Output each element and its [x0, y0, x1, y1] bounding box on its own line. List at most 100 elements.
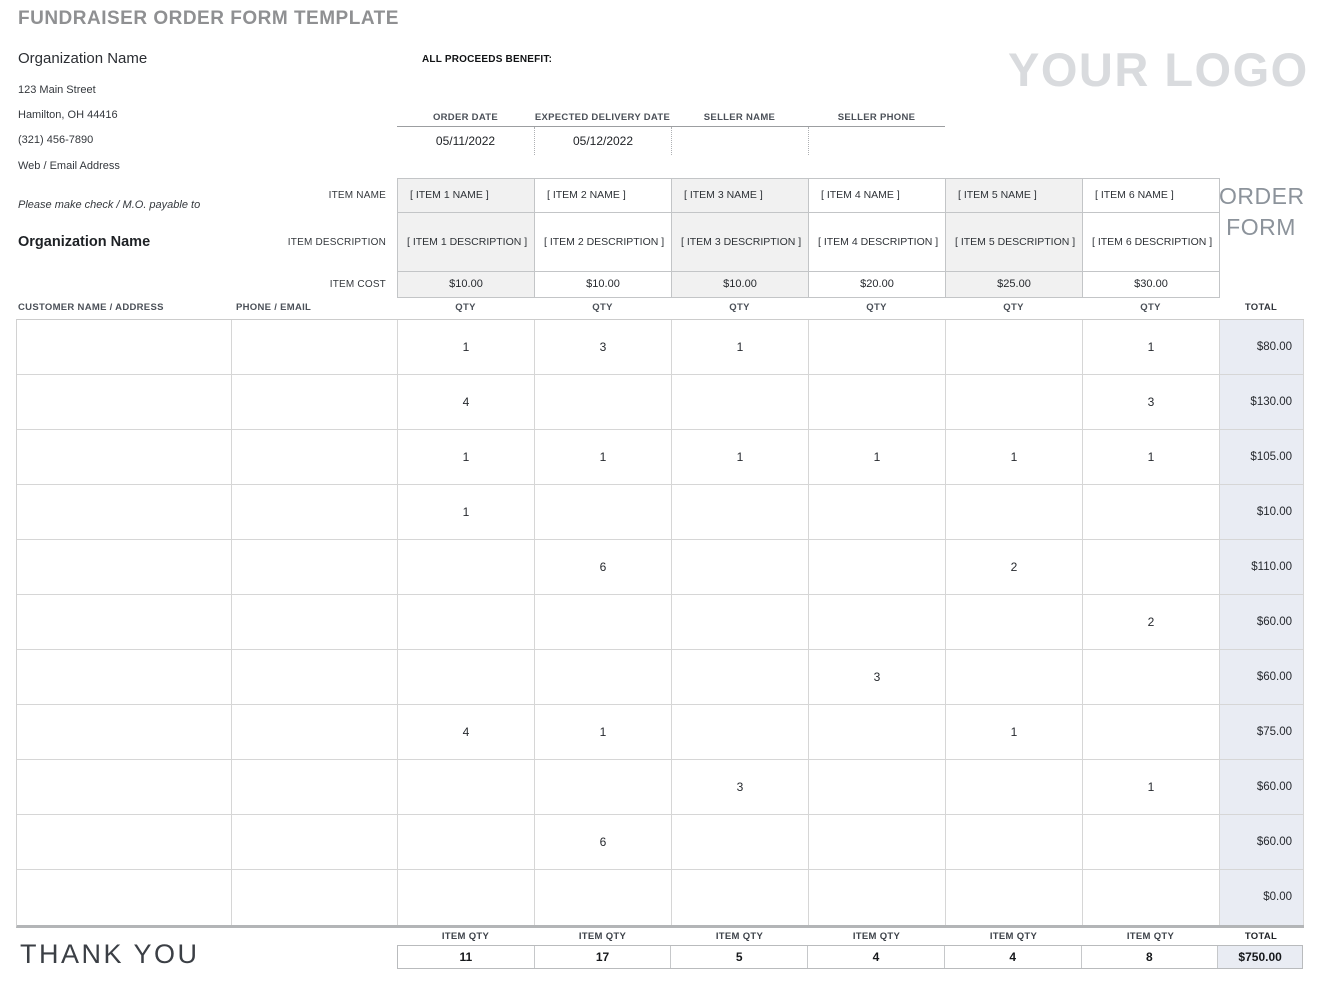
order-info-value-1[interactable]: 05/11/2022	[435, 134, 496, 148]
item-3-name-cell[interactable]: [ ITEM 3 NAME ]	[672, 179, 809, 213]
qty-cell-item-6[interactable]: 1	[1083, 760, 1220, 815]
order-info-value-4[interactable]	[808, 127, 945, 155]
phone-cell[interactable]	[232, 705, 398, 760]
qty-cell-item-1[interactable]	[398, 760, 535, 815]
customer-cell[interactable]	[17, 375, 232, 430]
item-3-description-cell[interactable]: [ ITEM 3 DESCRIPTION ]	[672, 213, 809, 272]
qty-cell-item-4[interactable]	[809, 870, 946, 925]
qty-cell-item-3[interactable]: 1	[672, 430, 809, 485]
qty-cell-item-1[interactable]	[398, 815, 535, 870]
phone-cell[interactable]	[232, 430, 398, 485]
qty-cell-item-2[interactable]	[535, 375, 672, 430]
qty-cell-item-2[interactable]	[535, 870, 672, 925]
organization-city[interactable]: Hamilton, OH 44416	[18, 109, 118, 121]
customer-cell[interactable]	[17, 320, 232, 375]
qty-cell-item-6[interactable]	[1083, 650, 1220, 705]
qty-cell-item-2[interactable]: 6	[535, 815, 672, 870]
customer-cell[interactable]	[17, 705, 232, 760]
item-5-cost-cell[interactable]: $25.00	[946, 272, 1083, 298]
qty-cell-item-5[interactable]	[946, 375, 1083, 430]
item-6-cost-cell[interactable]: $30.00	[1083, 272, 1220, 298]
qty-cell-item-5[interactable]: 1	[946, 430, 1083, 485]
item-1-cost-cell[interactable]: $10.00	[398, 272, 535, 298]
qty-cell-item-1[interactable]: 1	[398, 430, 535, 485]
phone-cell[interactable]	[232, 375, 398, 430]
qty-cell-item-5[interactable]	[946, 485, 1083, 540]
qty-cell-item-1[interactable]: 1	[398, 320, 535, 375]
customer-cell[interactable]	[17, 540, 232, 595]
qty-cell-item-2[interactable]: 6	[535, 540, 672, 595]
phone-cell[interactable]	[232, 815, 398, 870]
item-4-description-cell[interactable]: [ ITEM 4 DESCRIPTION ]	[809, 213, 946, 272]
phone-cell[interactable]	[232, 595, 398, 650]
order-info-value-3[interactable]	[671, 127, 808, 155]
phone-cell[interactable]	[232, 650, 398, 705]
item-4-cost-cell[interactable]: $20.00	[809, 272, 946, 298]
qty-cell-item-6[interactable]: 1	[1083, 320, 1220, 375]
qty-cell-item-6[interactable]	[1083, 485, 1220, 540]
qty-cell-item-2[interactable]: 1	[535, 705, 672, 760]
qty-cell-item-5[interactable]	[946, 815, 1083, 870]
qty-cell-item-3[interactable]	[672, 375, 809, 430]
customer-cell[interactable]	[17, 760, 232, 815]
phone-cell[interactable]	[232, 485, 398, 540]
qty-cell-item-5[interactable]	[946, 595, 1083, 650]
qty-cell-item-3[interactable]	[672, 485, 809, 540]
qty-cell-item-3[interactable]	[672, 870, 809, 925]
qty-cell-item-3[interactable]	[672, 705, 809, 760]
customer-cell[interactable]	[17, 430, 232, 485]
qty-cell-item-5[interactable]: 1	[946, 705, 1083, 760]
phone-cell[interactable]	[232, 540, 398, 595]
item-2-cost-cell[interactable]: $10.00	[535, 272, 672, 298]
customer-cell[interactable]	[17, 595, 232, 650]
qty-cell-item-1[interactable]: 4	[398, 375, 535, 430]
qty-cell-item-2[interactable]	[535, 595, 672, 650]
organization-name[interactable]: Organization Name	[18, 50, 148, 67]
qty-cell-item-5[interactable]	[946, 320, 1083, 375]
item-3-cost-cell[interactable]: $10.00	[672, 272, 809, 298]
qty-cell-item-4[interactable]	[809, 705, 946, 760]
qty-cell-item-1[interactable]	[398, 870, 535, 925]
phone-cell[interactable]	[232, 320, 398, 375]
qty-cell-item-4[interactable]	[809, 375, 946, 430]
phone-cell[interactable]	[232, 760, 398, 815]
qty-cell-item-6[interactable]	[1083, 815, 1220, 870]
qty-cell-item-4[interactable]	[809, 320, 946, 375]
qty-cell-item-1[interactable]: 1	[398, 485, 535, 540]
qty-cell-item-6[interactable]: 3	[1083, 375, 1220, 430]
qty-cell-item-6[interactable]: 2	[1083, 595, 1220, 650]
qty-cell-item-4[interactable]	[809, 760, 946, 815]
qty-cell-item-2[interactable]: 1	[535, 430, 672, 485]
item-1-description-cell[interactable]: [ ITEM 1 DESCRIPTION ]	[398, 213, 535, 272]
qty-cell-item-6[interactable]	[1083, 540, 1220, 595]
customer-cell[interactable]	[17, 870, 232, 925]
customer-cell[interactable]	[17, 815, 232, 870]
qty-cell-item-3[interactable]: 3	[672, 760, 809, 815]
item-2-description-cell[interactable]: [ ITEM 2 DESCRIPTION ]	[535, 213, 672, 272]
order-info-value-2[interactable]: 05/12/2022	[534, 127, 671, 155]
qty-cell-item-1[interactable]	[398, 650, 535, 705]
qty-cell-item-6[interactable]	[1083, 705, 1220, 760]
qty-cell-item-6[interactable]	[1083, 870, 1220, 925]
qty-cell-item-3[interactable]: 1	[672, 320, 809, 375]
qty-cell-item-1[interactable]	[398, 540, 535, 595]
qty-cell-item-4[interactable]	[809, 815, 946, 870]
payee-name[interactable]: Organization Name	[18, 234, 151, 250]
item-1-name-cell[interactable]: [ ITEM 1 NAME ]	[398, 179, 535, 213]
qty-cell-item-5[interactable]	[946, 650, 1083, 705]
phone-cell[interactable]	[232, 870, 398, 925]
qty-cell-item-1[interactable]	[398, 595, 535, 650]
qty-cell-item-2[interactable]	[535, 650, 672, 705]
qty-cell-item-4[interactable]	[809, 595, 946, 650]
item-2-name-cell[interactable]: [ ITEM 2 NAME ]	[535, 179, 672, 213]
qty-cell-item-5[interactable]	[946, 760, 1083, 815]
item-5-name-cell[interactable]: [ ITEM 5 NAME ]	[946, 179, 1083, 213]
qty-cell-item-2[interactable]	[535, 760, 672, 815]
qty-cell-item-6[interactable]: 1	[1083, 430, 1220, 485]
qty-cell-item-4[interactable]: 1	[809, 430, 946, 485]
customer-cell[interactable]	[17, 485, 232, 540]
organization-web-email[interactable]: Web / Email Address	[18, 160, 120, 172]
qty-cell-item-2[interactable]: 3	[535, 320, 672, 375]
qty-cell-item-4[interactable]: 3	[809, 650, 946, 705]
qty-cell-item-3[interactable]	[672, 595, 809, 650]
